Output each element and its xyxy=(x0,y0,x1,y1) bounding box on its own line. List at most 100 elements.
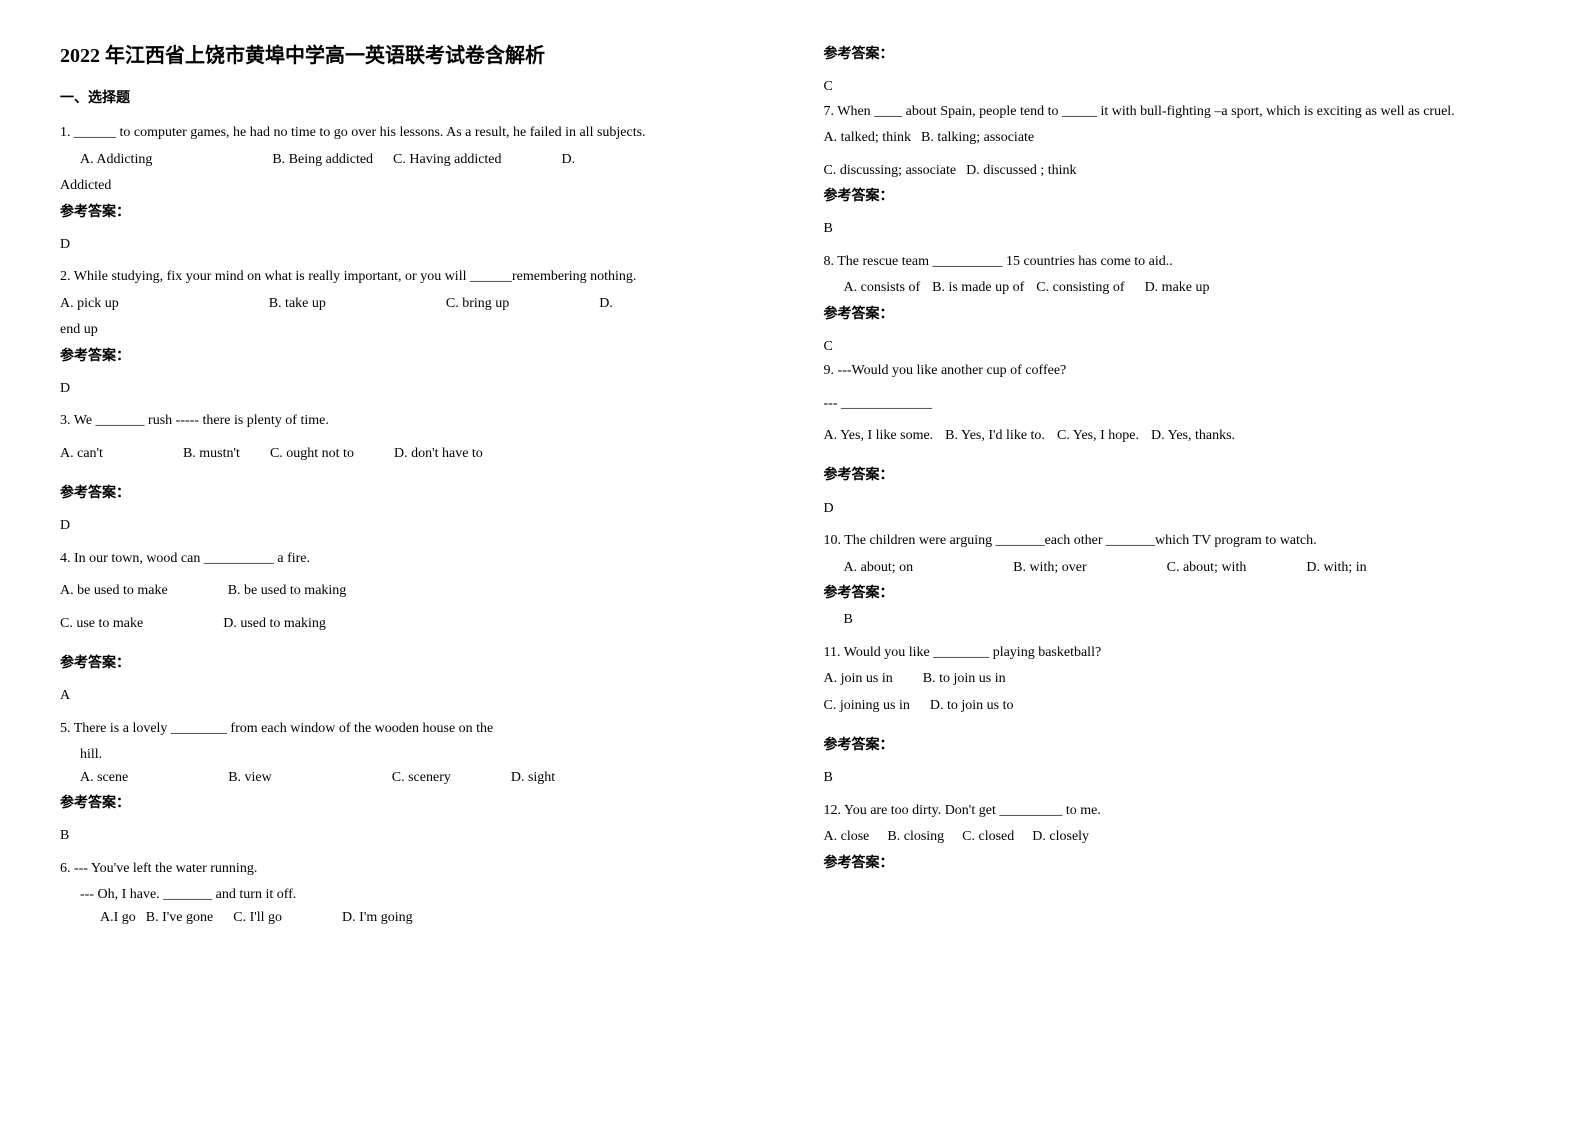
q5-opt-c: C. scenery xyxy=(392,767,451,789)
q5-answer-label: 参考答案： xyxy=(60,793,764,815)
question-9-options: A. Yes, I like some. B. Yes, I'd like to… xyxy=(824,425,1528,447)
q11-opt-d: D. to join us to xyxy=(930,695,1014,717)
q5-opt-d: D. sight xyxy=(511,767,555,789)
q4-answer: A xyxy=(60,685,764,707)
q3-answer: D xyxy=(60,515,764,537)
q9-answer-label: 参考答案： xyxy=(824,465,1528,487)
q2-answer: D xyxy=(60,378,764,400)
question-4-text: 4. In our town, wood can __________ a fi… xyxy=(60,548,764,570)
question-4-options-row2: C. use to make D. used to making xyxy=(60,613,764,635)
q7-opt-d: D. discussed ; think xyxy=(966,160,1076,182)
q7-opt-b: B. talking; associate xyxy=(921,127,1034,149)
q12-opt-c: C. closed xyxy=(962,826,1014,848)
q8-opt-c: C. consisting of xyxy=(1036,277,1124,299)
question-7-options-row2: C. discussing; associate D. discussed ; … xyxy=(824,160,1528,182)
q3-opt-c: C. ought not to xyxy=(270,443,354,465)
q6-answer-label: 参考答案： xyxy=(824,44,1528,66)
q2-answer-label: 参考答案： xyxy=(60,346,764,368)
q10-opt-a: A. about; on xyxy=(844,557,914,579)
q12-opt-b: B. closing xyxy=(887,826,944,848)
q11-opt-a: A. join us in xyxy=(824,668,893,690)
q10-opt-c: C. about; with xyxy=(1167,557,1247,579)
q11-answer: B xyxy=(824,767,1528,789)
q6-opt-c: C. I'll go xyxy=(233,907,282,929)
q2-opt-d-prefix: D. xyxy=(599,293,613,315)
q9-opt-d: D. Yes, thanks. xyxy=(1151,425,1235,447)
q5-opt-b: B. view xyxy=(228,767,272,789)
q4-opt-a: A. be used to make xyxy=(60,580,168,602)
left-column: 2022 年江西省上饶市黄埠中学高一英语联考试卷含解析 一、选择题 1. ___… xyxy=(60,40,764,933)
q12-opt-d: D. closely xyxy=(1032,826,1089,848)
question-5-text: 5. There is a lovely ________ from each … xyxy=(60,718,764,740)
question-8-options: A. consists of B. is made up of C. consi… xyxy=(824,277,1528,299)
q1-answer: D xyxy=(60,234,764,256)
right-column: 参考答案： C 7. When ____ about Spain, people… xyxy=(824,40,1528,933)
q1-answer-label: 参考答案： xyxy=(60,202,764,224)
q1-opt-d-text: Addicted xyxy=(60,175,764,197)
q2-opt-c: C. bring up xyxy=(446,293,509,315)
q8-answer-label: 参考答案： xyxy=(824,304,1528,326)
q4-answer-label: 参考答案： xyxy=(60,653,764,675)
question-7-options-row1: A. talked; think B. talking; associate xyxy=(824,127,1528,149)
q2-opt-d-text: end up xyxy=(60,319,764,341)
question-12-text: 12. You are too dirty. Don't get _______… xyxy=(824,800,1528,822)
q12-answer-label: 参考答案： xyxy=(824,853,1528,875)
question-11-options-row2: C. joining us in D. to join us to xyxy=(824,695,1528,717)
q1-opt-b: B. Being addicted xyxy=(272,149,373,171)
q6-opt-d: D. I'm going xyxy=(342,907,413,929)
question-3-text: 3. We _______ rush ----- there is plenty… xyxy=(60,410,764,432)
q8-opt-b: B. is made up of xyxy=(932,277,1024,299)
question-1-options: A. Addicting B. Being addicted C. Having… xyxy=(60,149,764,171)
q1-opt-a: A. Addicting xyxy=(80,149,152,171)
section-header: 一、选择题 xyxy=(60,88,764,110)
q4-opt-d: D. used to making xyxy=(223,613,326,635)
question-11-text: 11. Would you like ________ playing bask… xyxy=(824,642,1528,664)
q9-opt-b: B. Yes, I'd like to. xyxy=(945,425,1045,447)
question-9-text2: --- _____________ xyxy=(824,393,1528,415)
question-10-options: A. about; on B. with; over C. about; wit… xyxy=(824,557,1528,579)
question-5-text2: hill. xyxy=(60,744,764,766)
q5-answer: B xyxy=(60,825,764,847)
q2-opt-b: B. take up xyxy=(269,293,326,315)
question-1-text: 1. ______ to computer games, he had no t… xyxy=(60,122,764,144)
question-11-options-row1: A. join us in B. to join us in xyxy=(824,668,1528,690)
q6-opt-b: B. I've gone xyxy=(146,907,213,929)
q3-opt-b: B. mustn't xyxy=(183,443,240,465)
q8-answer: C xyxy=(824,336,1528,358)
q12-opt-a: A. close xyxy=(824,826,870,848)
q7-opt-a: A. talked; think xyxy=(824,127,912,149)
question-2-options: A. pick up B. take up C. bring up D. xyxy=(60,293,764,315)
q7-opt-c: C. discussing; associate xyxy=(824,160,957,182)
exam-title: 2022 年江西省上饶市黄埠中学高一英语联考试卷含解析 xyxy=(60,40,764,72)
q8-opt-d: D. make up xyxy=(1145,277,1210,299)
q6-answer: C xyxy=(824,76,1528,98)
question-9-text: 9. ---Would you like another cup of coff… xyxy=(824,360,1528,382)
question-6-text: 6. --- You've left the water running. xyxy=(60,858,764,880)
exam-page: 2022 年江西省上饶市黄埠中学高一英语联考试卷含解析 一、选择题 1. ___… xyxy=(60,40,1527,933)
q10-answer: B xyxy=(824,609,1528,631)
q7-answer: B xyxy=(824,218,1528,240)
q7-answer-label: 参考答案： xyxy=(824,186,1528,208)
question-6-options: A.I go B. I've gone C. I'll go D. I'm go… xyxy=(60,907,764,929)
question-8-text: 8. The rescue team __________ 15 countri… xyxy=(824,251,1528,273)
q11-opt-b: B. to join us in xyxy=(923,668,1006,690)
q10-opt-d: D. with; in xyxy=(1306,557,1366,579)
q10-opt-b: B. with; over xyxy=(1013,557,1087,579)
q9-answer: D xyxy=(824,498,1528,520)
q3-opt-d: D. don't have to xyxy=(394,443,483,465)
q3-answer-label: 参考答案： xyxy=(60,483,764,505)
q4-opt-b: B. be used to making xyxy=(228,580,347,602)
question-10-text: 10. The children were arguing _______eac… xyxy=(824,530,1528,552)
q5-opt-a: A. scene xyxy=(80,767,128,789)
question-3-options: A. can't B. mustn't C. ought not to D. d… xyxy=(60,443,764,465)
q1-opt-d-prefix: D. xyxy=(562,149,576,171)
question-12-options: A. close B. closing C. closed D. closely xyxy=(824,826,1528,848)
q9-opt-a: A. Yes, I like some. xyxy=(824,425,934,447)
q2-opt-a: A. pick up xyxy=(60,293,119,315)
question-7-text: 7. When ____ about Spain, people tend to… xyxy=(824,101,1528,123)
question-4-options-row1: A. be used to make B. be used to making xyxy=(60,580,764,602)
question-5-options: A. scene B. view C. scenery D. sight xyxy=(60,767,764,789)
q11-answer-label: 参考答案： xyxy=(824,735,1528,757)
q10-answer-label: 参考答案： xyxy=(824,583,1528,605)
question-2-text: 2. While studying, fix your mind on what… xyxy=(60,266,764,288)
